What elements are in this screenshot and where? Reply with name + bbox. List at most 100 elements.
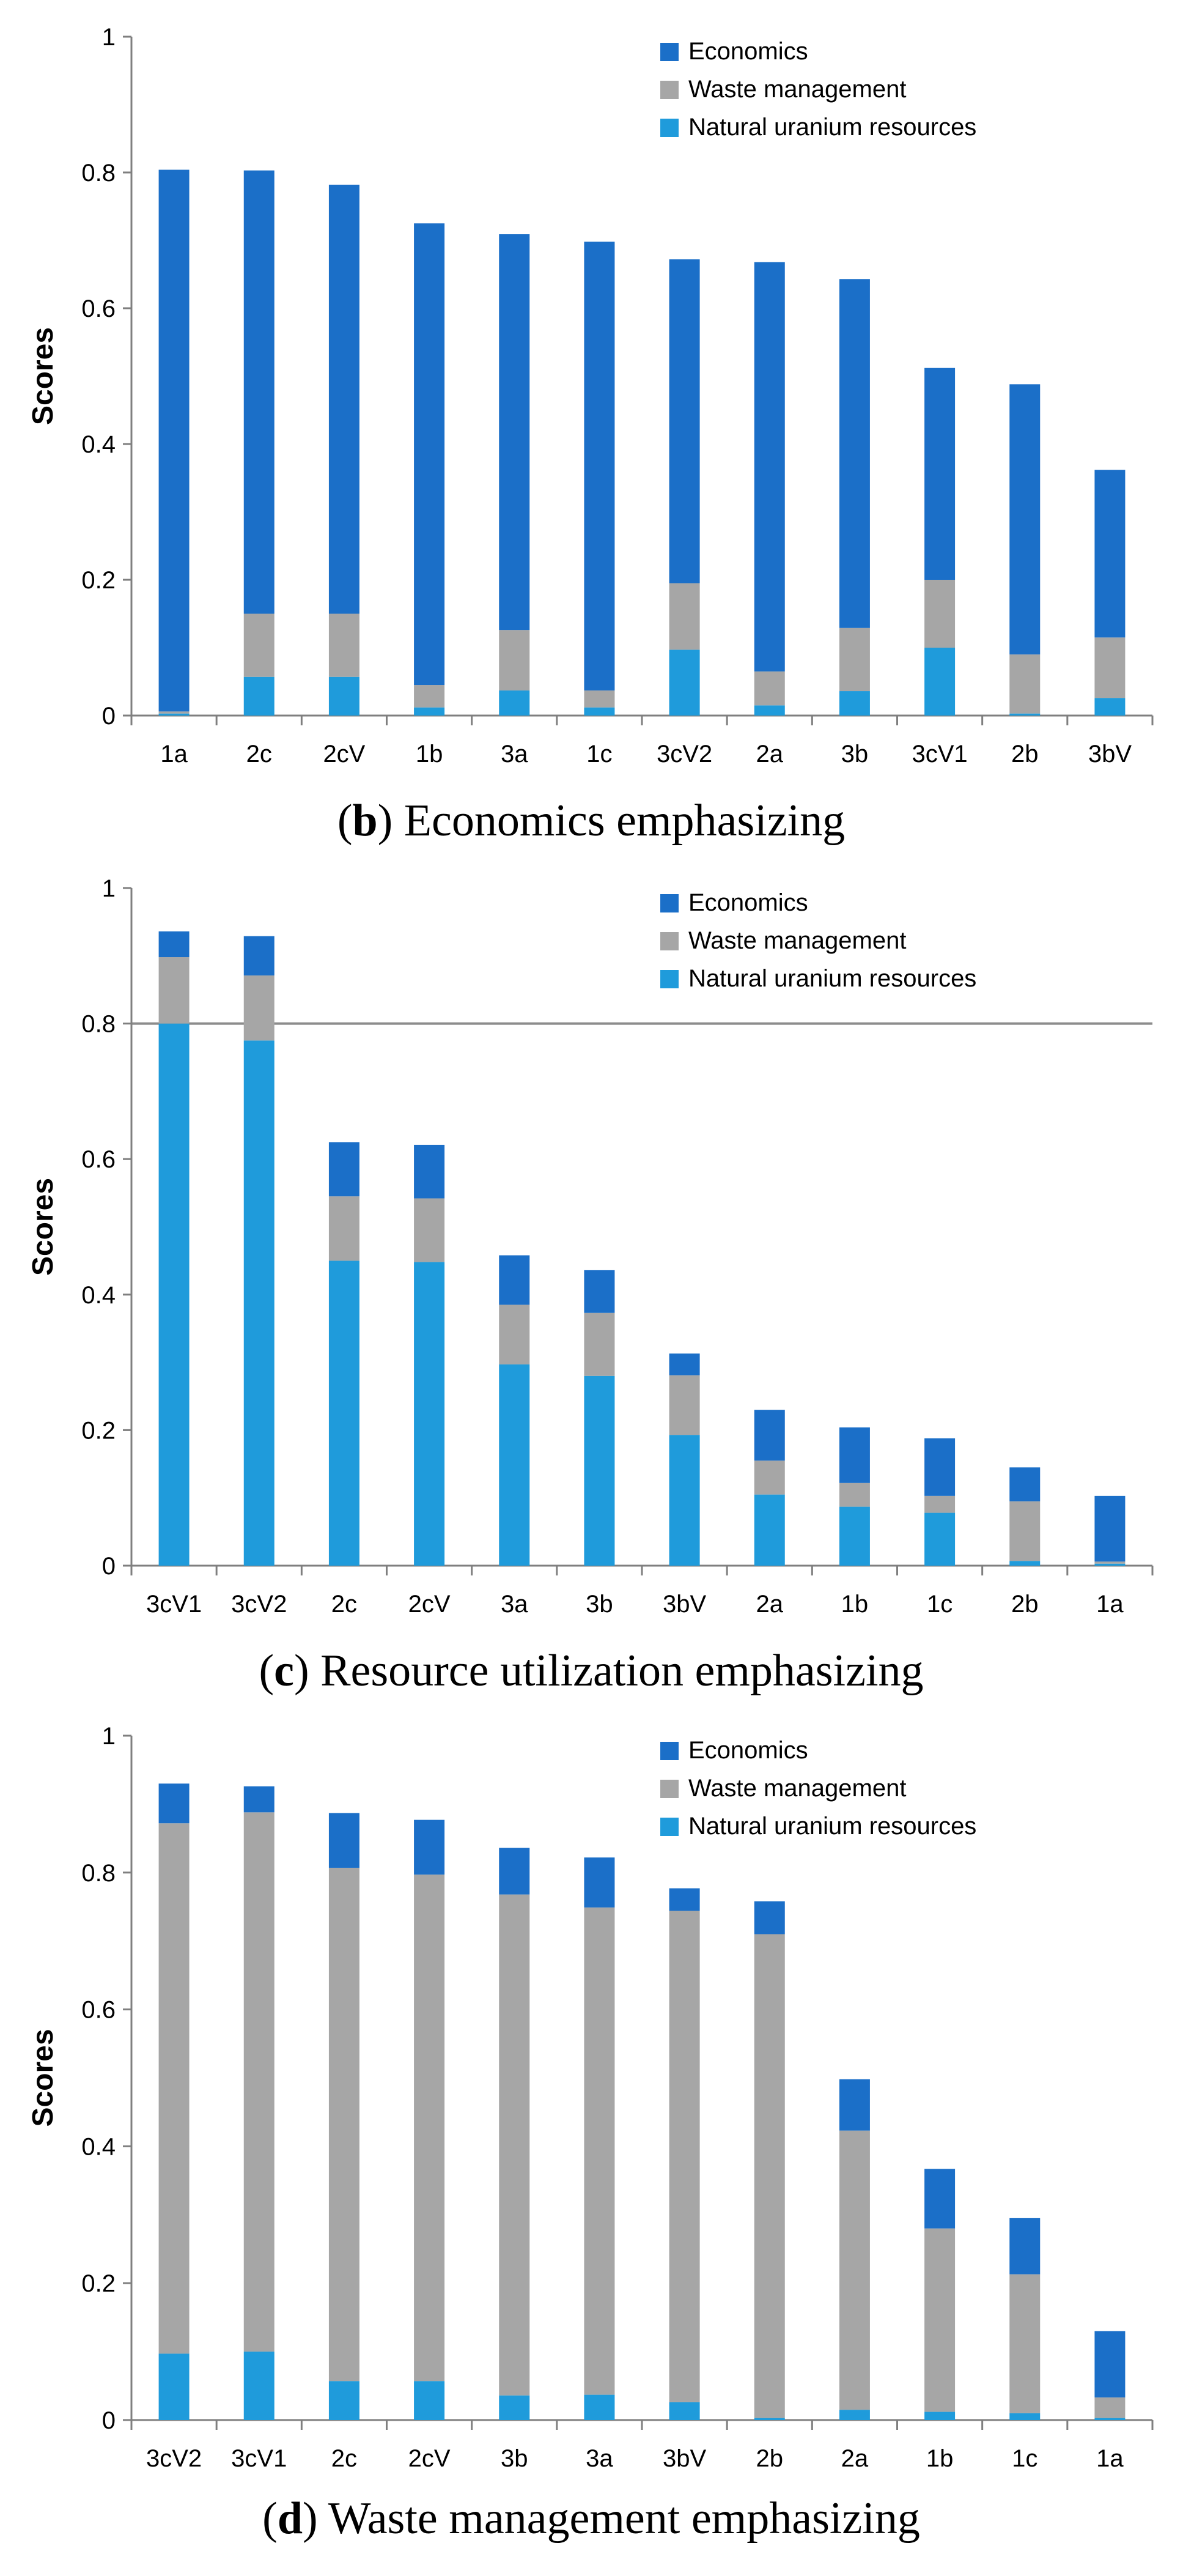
bar-2cv-economics bbox=[328, 184, 359, 614]
x-tick-label: 1a bbox=[1096, 1591, 1124, 1618]
bar-2b-economics bbox=[1009, 384, 1041, 655]
legend-swatch-economics bbox=[660, 894, 679, 912]
bar-2b-waste-management bbox=[1009, 1501, 1041, 1561]
bar-3cv1-economics bbox=[158, 931, 190, 958]
x-tick-label: 3cV1 bbox=[231, 2445, 287, 2472]
x-tick-label: 1c bbox=[927, 1591, 953, 1618]
x-tick-label: 3a bbox=[586, 2445, 613, 2472]
x-tick-label: 3b bbox=[586, 1591, 613, 1618]
x-tick-label: 3bV bbox=[1088, 741, 1132, 768]
bar-1b-waste-management bbox=[414, 685, 445, 708]
x-tick-label: 2b bbox=[756, 2445, 784, 2472]
bar-3cv2-economics bbox=[243, 936, 275, 975]
bar-2c-natural-uranium-resources bbox=[243, 676, 275, 716]
y-tick-label: 0.2 bbox=[81, 1417, 116, 1444]
bar-3a-natural-uranium-resources bbox=[499, 1364, 530, 1566]
bar-3cv2-natural-uranium-resources bbox=[243, 1040, 275, 1566]
bar-3a-natural-uranium-resources bbox=[584, 2394, 615, 2420]
bar-3b-economics bbox=[839, 279, 870, 628]
x-tick-label: 3cV1 bbox=[146, 1591, 202, 1618]
x-tick-label: 1c bbox=[1012, 2445, 1037, 2472]
bar-3cv1-economics bbox=[924, 368, 956, 580]
bar-1b-natural-uranium-resources bbox=[414, 707, 445, 716]
bar-2cv-waste-management bbox=[414, 1198, 445, 1262]
bar-2a-waste-management bbox=[754, 1460, 785, 1495]
bar-2c-waste-management bbox=[328, 1196, 359, 1261]
bar-1c-waste-management bbox=[584, 690, 615, 708]
bar-3b-economics bbox=[584, 1270, 615, 1313]
bar-2cv-economics bbox=[414, 1819, 445, 1875]
bar-1b-natural-uranium-resources bbox=[924, 2411, 956, 2420]
x-tick-label: 2cV bbox=[408, 2445, 451, 2472]
x-tick-label: 1b bbox=[841, 1591, 869, 1618]
x-tick-label: 2b bbox=[1011, 741, 1039, 768]
legend-label-natural-uranium-resources: Natural uranium resources bbox=[688, 965, 976, 992]
x-tick-label: 1b bbox=[416, 741, 443, 768]
x-tick-label: 2a bbox=[756, 741, 784, 768]
bar-3cv1-waste-management bbox=[243, 1812, 275, 2352]
x-tick-label: 2cV bbox=[323, 741, 365, 768]
bar-1c-economics bbox=[1009, 2218, 1041, 2274]
x-tick-label: 2cV bbox=[408, 1591, 451, 1618]
chart-panel-c: 0 0.2 0.4 0.6 0.8 1 Scores 3cV1 3cV2 2c 2cV 3a 3b 3bV… bbox=[27, 875, 1154, 1696]
bar-3a-waste-management bbox=[584, 1907, 615, 2395]
bar-1c-economics bbox=[924, 1438, 956, 1496]
bar-1b-economics bbox=[839, 1427, 870, 1483]
bar-3b-natural-uranium-resources bbox=[584, 1375, 615, 1566]
bar-2b-natural-uranium-resources bbox=[754, 2418, 785, 2420]
y-tick-label: 1 bbox=[102, 1723, 116, 1750]
caption: (d) Waste management emphasizing bbox=[262, 2493, 920, 2544]
bar-2cv-natural-uranium-resources bbox=[414, 2381, 445, 2420]
y-tick-label: 0.8 bbox=[81, 1011, 116, 1038]
y-tick-label: 0 bbox=[102, 703, 116, 730]
x-tick-label: 2a bbox=[756, 1591, 784, 1618]
legend-label-waste-management: Waste management bbox=[688, 1775, 906, 1802]
bar-3cv2-natural-uranium-resources bbox=[669, 650, 700, 716]
caption: (c) Resource utilization emphasizing bbox=[259, 1646, 923, 1696]
bar-3cv1-waste-management bbox=[158, 957, 190, 1024]
x-tick-label: 1c bbox=[586, 741, 612, 768]
bar-3bv-economics bbox=[1094, 470, 1126, 638]
bar-3bv-economics bbox=[669, 1353, 700, 1375]
bar-1a-economics bbox=[1094, 1495, 1126, 1562]
legend-label-waste-management: Waste management bbox=[688, 927, 906, 954]
bar-3a-waste-management bbox=[499, 630, 530, 690]
legend-swatch-economics bbox=[660, 43, 679, 61]
bar-3bv-waste-management bbox=[669, 1911, 700, 2402]
bar-3bv-waste-management bbox=[669, 1375, 700, 1435]
bar-1c-economics bbox=[584, 242, 615, 690]
bar-2b-economics bbox=[1009, 1467, 1041, 1501]
x-tick-label: 3bV bbox=[663, 1591, 706, 1618]
bar-3cv1-natural-uranium-resources bbox=[924, 648, 956, 716]
bar-3cv2-natural-uranium-resources bbox=[158, 2353, 190, 2420]
bar-2c-natural-uranium-resources bbox=[328, 2381, 359, 2420]
bar-1c-waste-management bbox=[924, 1495, 956, 1513]
bar-3cv2-waste-management bbox=[669, 583, 700, 650]
x-tick-label: 2c bbox=[331, 2445, 357, 2472]
bar-2cv-waste-management bbox=[414, 1875, 445, 2382]
y-tick-label: 1 bbox=[102, 24, 116, 51]
bar-3cv2-economics bbox=[158, 1783, 190, 1824]
bar-1b-economics bbox=[414, 223, 445, 686]
bar-3cv1-economics bbox=[243, 1786, 275, 1813]
x-tick-label: 2a bbox=[841, 2445, 869, 2472]
bar-3bv-natural-uranium-resources bbox=[669, 2402, 700, 2420]
legend-swatch-waste-management bbox=[660, 932, 679, 950]
bar-3cv1-natural-uranium-resources bbox=[158, 1023, 190, 1566]
x-tick-label: 1a bbox=[160, 741, 188, 768]
bar-2c-economics bbox=[328, 1813, 359, 1868]
y-tick-label: 1 bbox=[102, 875, 116, 902]
x-tick-label: 3a bbox=[501, 1591, 528, 1618]
y-tick-label: 0.6 bbox=[81, 295, 116, 322]
x-tick-label: 3b bbox=[841, 741, 869, 768]
bar-3b-waste-management bbox=[584, 1312, 615, 1376]
legend-swatch-waste-management bbox=[660, 1780, 679, 1798]
bar-3bv-waste-management bbox=[1094, 637, 1126, 698]
bar-1a-waste-management bbox=[1094, 1561, 1126, 1564]
bar-2c-waste-management bbox=[243, 613, 275, 677]
x-tick-label: 3a bbox=[501, 741, 528, 768]
bar-2cv-natural-uranium-resources bbox=[414, 1262, 445, 1566]
bar-2a-economics bbox=[754, 262, 785, 672]
bar-2cv-waste-management bbox=[328, 613, 359, 677]
